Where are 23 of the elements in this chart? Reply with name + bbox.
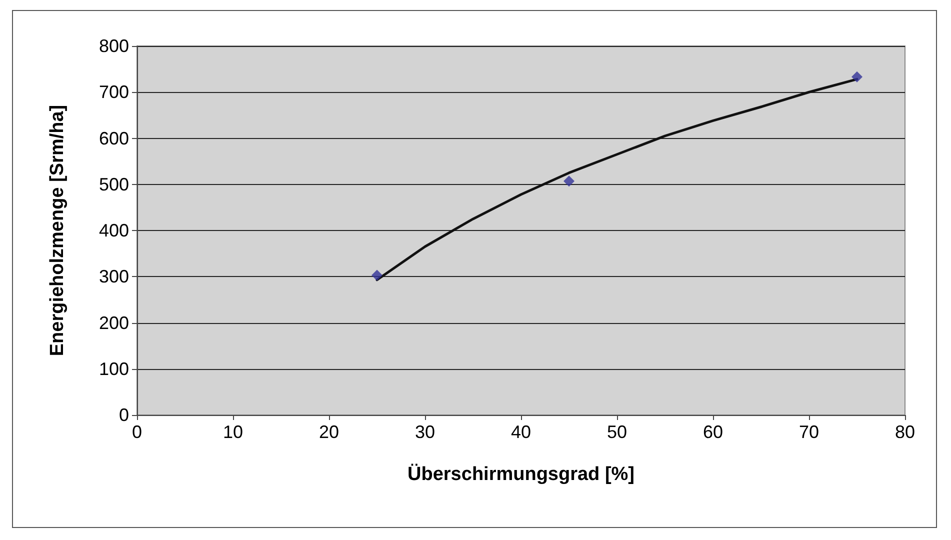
y-axis-title: Energieholzmenge [Srm/ha]: [47, 104, 68, 356]
x-tick-label: 10: [222, 422, 244, 442]
y-tick-label: 200: [98, 312, 129, 333]
x-tick-label: 80: [894, 422, 916, 442]
y-tick-label: 400: [98, 220, 129, 240]
y-tick-label: 600: [98, 128, 129, 148]
point: [564, 176, 574, 187]
x-tick-label: 60: [702, 422, 724, 442]
x-tick-label: 0: [132, 422, 142, 442]
point: [852, 71, 862, 82]
x-tick-label: 70: [798, 422, 820, 442]
y-tick-label: 300: [98, 266, 129, 287]
x-axis-title: Überschirmungsgrad [%]: [408, 463, 634, 485]
y-tick-label: 800: [98, 36, 129, 56]
x-tick-label: 40: [510, 422, 532, 442]
x-tick-label: 30: [414, 422, 436, 442]
x-tick-label: 50: [606, 422, 628, 442]
point: [372, 270, 382, 281]
x-tick-label: 20: [318, 422, 340, 442]
y-tick-label: 100: [98, 358, 129, 379]
y-tick-label: 500: [98, 174, 129, 194]
y-tick-label: 0: [118, 405, 129, 425]
y-tick-label: 700: [98, 82, 129, 102]
